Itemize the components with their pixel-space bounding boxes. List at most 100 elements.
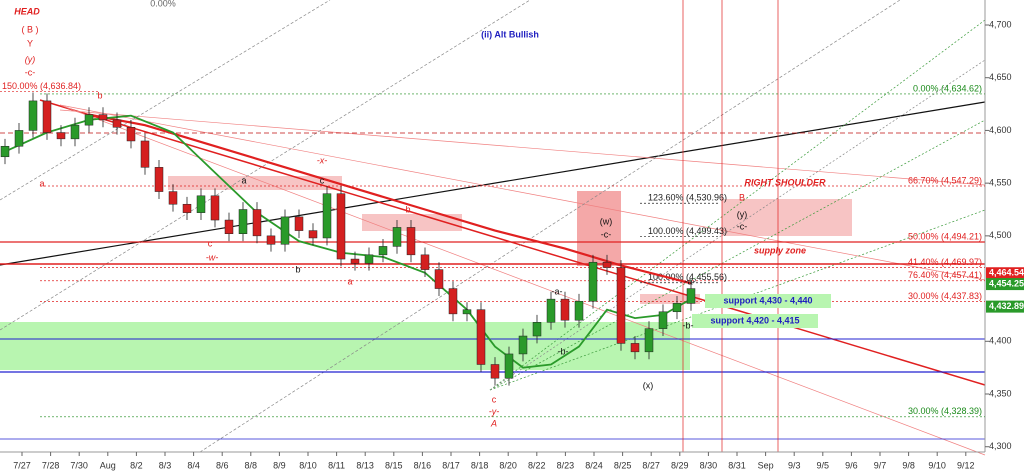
annotation: b (97, 90, 102, 100)
candle-body (294, 216, 304, 231)
candle-body (378, 246, 388, 256)
fan-line (489, 119, 986, 391)
moving-average (4, 114, 692, 369)
x-tick-label: 8/6 (216, 460, 229, 470)
x-tick-label: 7/28 (42, 460, 60, 470)
annotation: 0.00% (150, 0, 176, 8)
annotation: -c- (601, 229, 612, 239)
candle-body (504, 353, 514, 379)
trend-line (0, 101, 986, 266)
x-tick-label: 9/6 (845, 460, 858, 470)
annotation: -c- (737, 221, 748, 231)
candle-body (182, 203, 192, 213)
supply-box (362, 214, 462, 231)
fib-label: 30.00% (4,437.83) (908, 291, 982, 301)
x-tick-label: 8/2 (130, 460, 143, 470)
candle-body (126, 127, 136, 142)
support-label-bg (692, 314, 818, 328)
trend-line (59, 104, 986, 281)
candle-body (112, 119, 122, 128)
candle-body (532, 322, 542, 337)
candle-body (196, 195, 206, 213)
x-tick-label: 8/15 (385, 460, 403, 470)
x-tick-label: 9/10 (928, 460, 946, 470)
x-tick-label: 8/18 (471, 460, 489, 470)
candle-body (448, 288, 458, 315)
candle-body (252, 209, 262, 237)
candle-body (462, 309, 472, 315)
annotation: (ii) Alt Bullish (481, 29, 539, 39)
fib-label: 100.00% (4,455.56) (648, 272, 727, 282)
annotation: (y) (737, 209, 748, 219)
annotation: HEAD (14, 6, 40, 16)
annotation: -b- (558, 346, 569, 356)
candle-body (56, 132, 66, 140)
x-tick-label: 8/23 (557, 460, 575, 470)
candle-body (560, 298, 570, 321)
annotation: support 4,420 - 4,415 (710, 315, 799, 325)
annotation: a (39, 178, 44, 188)
x-tick-label: Sep (758, 460, 774, 470)
annotation: -c- (25, 67, 36, 77)
fib-label: 41.40% (4,469.97) (908, 257, 982, 267)
fib-label: 0.00% (4,634.62) (913, 83, 982, 93)
annotation: B (739, 192, 745, 202)
x-tick-label: 8/25 (614, 460, 632, 470)
candle-body (476, 309, 486, 365)
trend-line (59, 104, 986, 456)
x-tick-label: 8/24 (585, 460, 603, 470)
candle-body (392, 227, 402, 247)
annotation: (y) (25, 54, 36, 64)
annotation: c (492, 394, 497, 404)
price-flag (986, 267, 1024, 280)
fib-label: 30.00% (4,328.39) (908, 406, 982, 416)
y-tick-label: 4,600 (989, 125, 1012, 135)
candle-body (630, 343, 640, 353)
shoulder-box (722, 199, 852, 236)
annotation: a (241, 175, 246, 185)
annotation: RIGHT SHOULDER (745, 177, 827, 187)
annotation: -a- (552, 286, 563, 296)
annotation: supply zone (754, 245, 806, 255)
y-tick-label: 4,550 (989, 178, 1012, 188)
candle-body (658, 311, 668, 329)
channel-line (0, 0, 331, 201)
x-tick-label: 8/31 (728, 460, 746, 470)
x-tick-label: 8/4 (187, 460, 200, 470)
annotation: b (295, 264, 300, 274)
annotation: a (347, 276, 352, 286)
x-tick-label: 8/10 (299, 460, 317, 470)
y-tick-label: 4,650 (989, 72, 1012, 82)
fan-line (489, 19, 986, 391)
candle-body (546, 298, 556, 323)
x-tick-label: 9/7 (874, 460, 887, 470)
x-tick-label: 9/12 (957, 460, 975, 470)
y-tick-label: 4,300 (989, 441, 1012, 451)
candle-body (644, 328, 654, 353)
annotation: Y (27, 38, 33, 48)
annotation: -y- (489, 406, 500, 416)
price-flag (986, 278, 1024, 291)
candle-body (98, 114, 108, 121)
x-tick-label: 8/16 (414, 460, 432, 470)
x-tick-label: 8/17 (442, 460, 460, 470)
annotation: -w- (206, 252, 219, 262)
fib-label: 100.00% (4,499.43) (648, 226, 727, 236)
support-label-bg (705, 294, 831, 308)
annotation: -a- (685, 276, 696, 286)
candle-body (168, 191, 178, 205)
x-tick-label: 7/27 (13, 460, 31, 470)
x-tick-label: 8/20 (499, 460, 517, 470)
candle-body (616, 267, 626, 344)
x-tick-label: 8/9 (273, 460, 286, 470)
x-tick-label: 8/27 (642, 460, 660, 470)
candle-body (350, 258, 360, 264)
x-tick-label: 8/8 (245, 460, 258, 470)
candle-body (210, 195, 220, 221)
fan-line (489, 59, 986, 391)
channel-line (199, 0, 901, 453)
candle-body (490, 364, 500, 379)
x-tick-label: 8/3 (159, 460, 172, 470)
y-tick-label: 4,400 (989, 336, 1012, 346)
